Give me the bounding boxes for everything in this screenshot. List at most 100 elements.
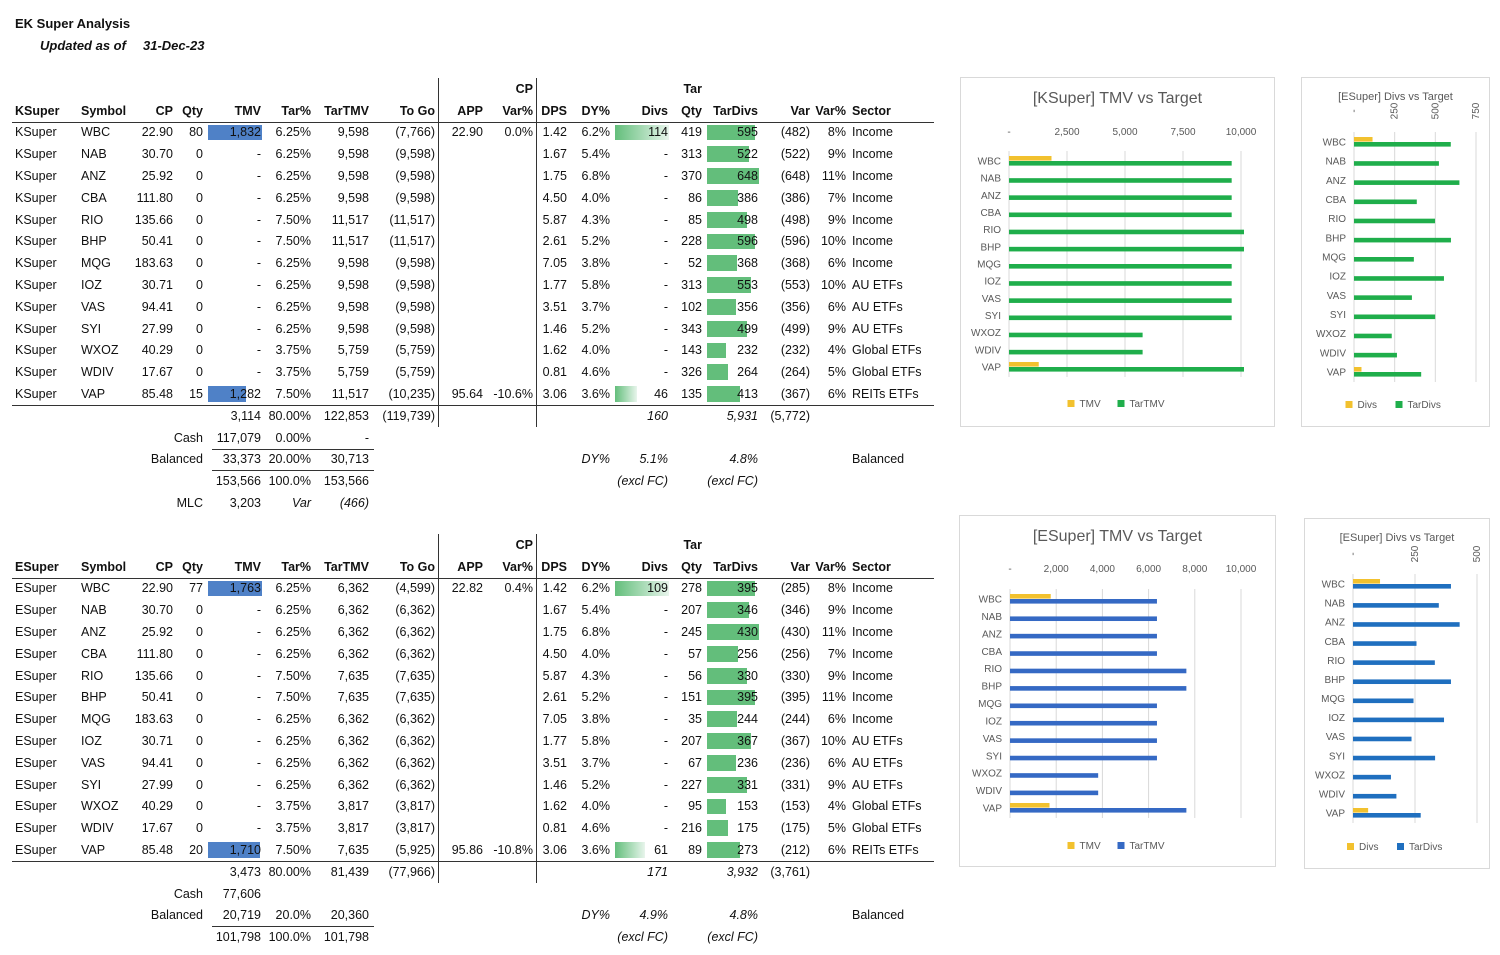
cell: -: [613, 274, 671, 296]
cell: 3.7%: [570, 752, 613, 774]
cell-text: 9%: [827, 668, 846, 683]
cell-text: (9,598): [395, 169, 435, 184]
y-tick-label: RIO: [984, 664, 1002, 675]
cell-text: 9,598: [337, 256, 369, 271]
cell-text: APP: [457, 103, 483, 118]
cell-text: 522: [737, 147, 758, 162]
cell-text: (212): [780, 843, 810, 858]
cell: Qty: [671, 100, 705, 122]
cell-text: 232: [737, 343, 758, 358]
cell: Balanced: [849, 449, 934, 471]
cell: 101,798: [314, 926, 372, 948]
data-bar: [707, 755, 736, 771]
data-bar: [208, 842, 261, 858]
cell: -: [613, 752, 671, 774]
bar: [1353, 622, 1460, 627]
cell-text: -: [256, 777, 261, 792]
cell-text: 3.51: [542, 299, 567, 314]
cell-text: 4.8%: [729, 908, 759, 923]
cell: 9%: [813, 665, 849, 687]
cell: 52: [671, 252, 705, 274]
cell-text: 6,362: [337, 603, 369, 618]
cell: -: [613, 687, 671, 709]
cell: TarTMV: [314, 100, 372, 122]
cell-text: 313: [681, 147, 702, 162]
cell-text: To Go: [399, 559, 435, 574]
cell-text: 6.25%: [275, 581, 311, 596]
cell: 153: [705, 796, 761, 818]
cell-text: 5,931: [726, 408, 758, 423]
cell: 3.06: [536, 383, 570, 405]
cell-text: 153,566: [215, 474, 261, 489]
cell: 0.0%: [486, 122, 536, 144]
cell: 430: [705, 621, 761, 643]
rule: [12, 121, 934, 123]
cell-text: (5,925): [395, 843, 435, 858]
bar: [1010, 686, 1187, 691]
cell-text: ESuper: [15, 712, 57, 727]
cell: 3,473: [206, 861, 264, 883]
cell-text: KSuper: [15, 278, 57, 293]
cell: Tar%: [264, 556, 314, 578]
x-tick-label: 500: [1430, 102, 1441, 119]
cell: 6.2%: [570, 578, 613, 600]
cell-text: (232): [780, 343, 810, 358]
cell: 6,362: [314, 752, 372, 774]
cell: KSuper: [12, 100, 78, 122]
cell: 5.2%: [570, 231, 613, 253]
cell-text: 77: [189, 581, 203, 596]
cell: 0: [176, 752, 206, 774]
bar: [1354, 237, 1451, 243]
cell: Tar%: [264, 100, 314, 122]
cell-text: -: [256, 755, 261, 770]
cell: (6,362): [372, 730, 438, 752]
cell: ESuper: [12, 599, 78, 621]
cell: 1.46: [536, 318, 570, 340]
legend-label: Divs: [1358, 400, 1377, 411]
cell: 11,517: [314, 383, 372, 405]
cell: (648): [761, 165, 813, 187]
cell: (430): [761, 621, 813, 643]
cell: 6.25%: [264, 274, 314, 296]
cell: 7,635: [314, 687, 372, 709]
cell-text: 101,798: [323, 930, 369, 945]
cell: 9,598: [314, 165, 372, 187]
cell: 6.25%: [264, 296, 314, 318]
cell: -10.6%: [486, 383, 536, 405]
cell: Var: [264, 492, 314, 514]
cell-text: 4.50: [542, 646, 567, 661]
cell: 94.41: [131, 296, 176, 318]
bar: [1353, 736, 1412, 742]
cell-text: 1.67: [542, 603, 567, 618]
rule: [212, 448, 374, 450]
cell-text: 8%: [827, 125, 846, 140]
cell: 175: [705, 817, 761, 839]
cell-text: Balanced: [150, 908, 203, 923]
y-tick-label: WBC: [1322, 580, 1345, 591]
cell-text: Tar%: [281, 559, 311, 574]
cell: 0: [176, 340, 206, 362]
cell: (346): [761, 599, 813, 621]
cell-text: Var: [790, 559, 810, 574]
cell-text: DPS: [541, 103, 567, 118]
cell-text: WBC: [81, 581, 111, 596]
cell-text: (9,598): [395, 299, 435, 314]
cell-text: 6.25%: [275, 646, 311, 661]
cell: WDIV: [78, 817, 131, 839]
cell: Qty: [176, 100, 206, 122]
data-bar: [615, 842, 646, 858]
cell-text: 6.25%: [275, 125, 311, 140]
cell: 0: [176, 187, 206, 209]
cell: 3.75%: [264, 796, 314, 818]
cell-text: 22.90: [141, 125, 173, 140]
cell-text: 135.66: [134, 668, 173, 683]
cell-text: NAB: [81, 603, 107, 618]
cell: KSuper: [12, 274, 78, 296]
cell-text: 5.8%: [581, 734, 611, 749]
cell-text: ESuper: [15, 690, 57, 705]
cell: Cash: [174, 883, 206, 905]
cell-text: 0: [196, 343, 203, 358]
cell: -: [206, 621, 264, 643]
rule: [438, 534, 439, 883]
y-tick-label: ANZ: [1325, 618, 1345, 629]
